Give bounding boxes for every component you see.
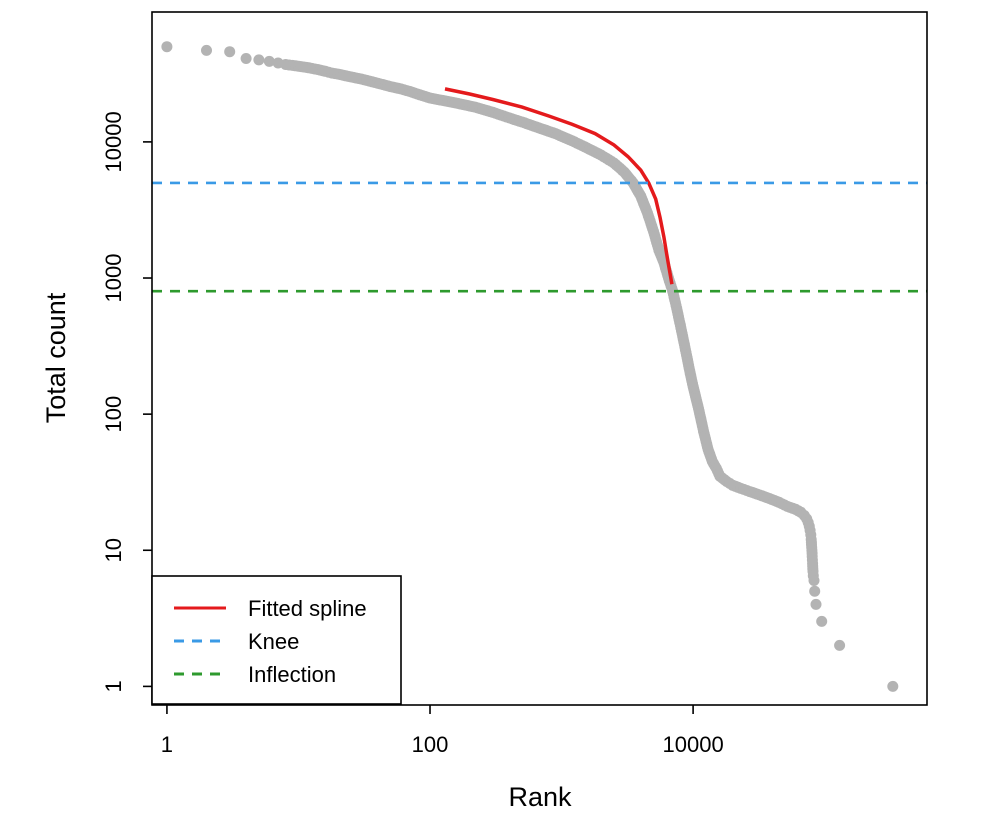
x-axis-label: Rank [508, 782, 572, 812]
y-axis-label: Total count [41, 292, 71, 423]
data-point [809, 585, 821, 597]
y-tick-label: 100 [101, 396, 126, 433]
x-tick-label: 100 [412, 732, 449, 757]
x-tick-label: 1 [161, 732, 173, 757]
data-point [161, 41, 173, 53]
data-point [810, 598, 822, 610]
data-point [224, 46, 236, 58]
data-point [263, 55, 275, 67]
fitted-spline-line [444, 87, 674, 285]
data-point [834, 639, 846, 651]
data-point [887, 680, 899, 692]
legend-label-spline: Fitted spline [248, 596, 367, 621]
y-tick-label: 1000 [101, 254, 126, 303]
axes-layer: 1 100 10000 1 10 100 1000 10000 [101, 11, 928, 757]
legend-label-knee: Knee [248, 629, 299, 654]
x-tick-label: 10000 [663, 732, 724, 757]
data-point [240, 53, 252, 64]
y-tick-label: 10000 [101, 111, 126, 172]
data-point [201, 44, 212, 56]
points-layer [161, 41, 899, 692]
data-point [253, 54, 265, 66]
legend-label-inflection: Inflection [248, 662, 336, 687]
data-point [808, 575, 820, 586]
data-point [816, 615, 828, 627]
lines-layer [152, 87, 927, 293]
plot-frame [151, 11, 928, 706]
legend: Fitted spline Knee Inflection [151, 575, 402, 705]
y-tick-label: 1 [101, 680, 126, 692]
y-tick-label: 10 [101, 538, 126, 562]
